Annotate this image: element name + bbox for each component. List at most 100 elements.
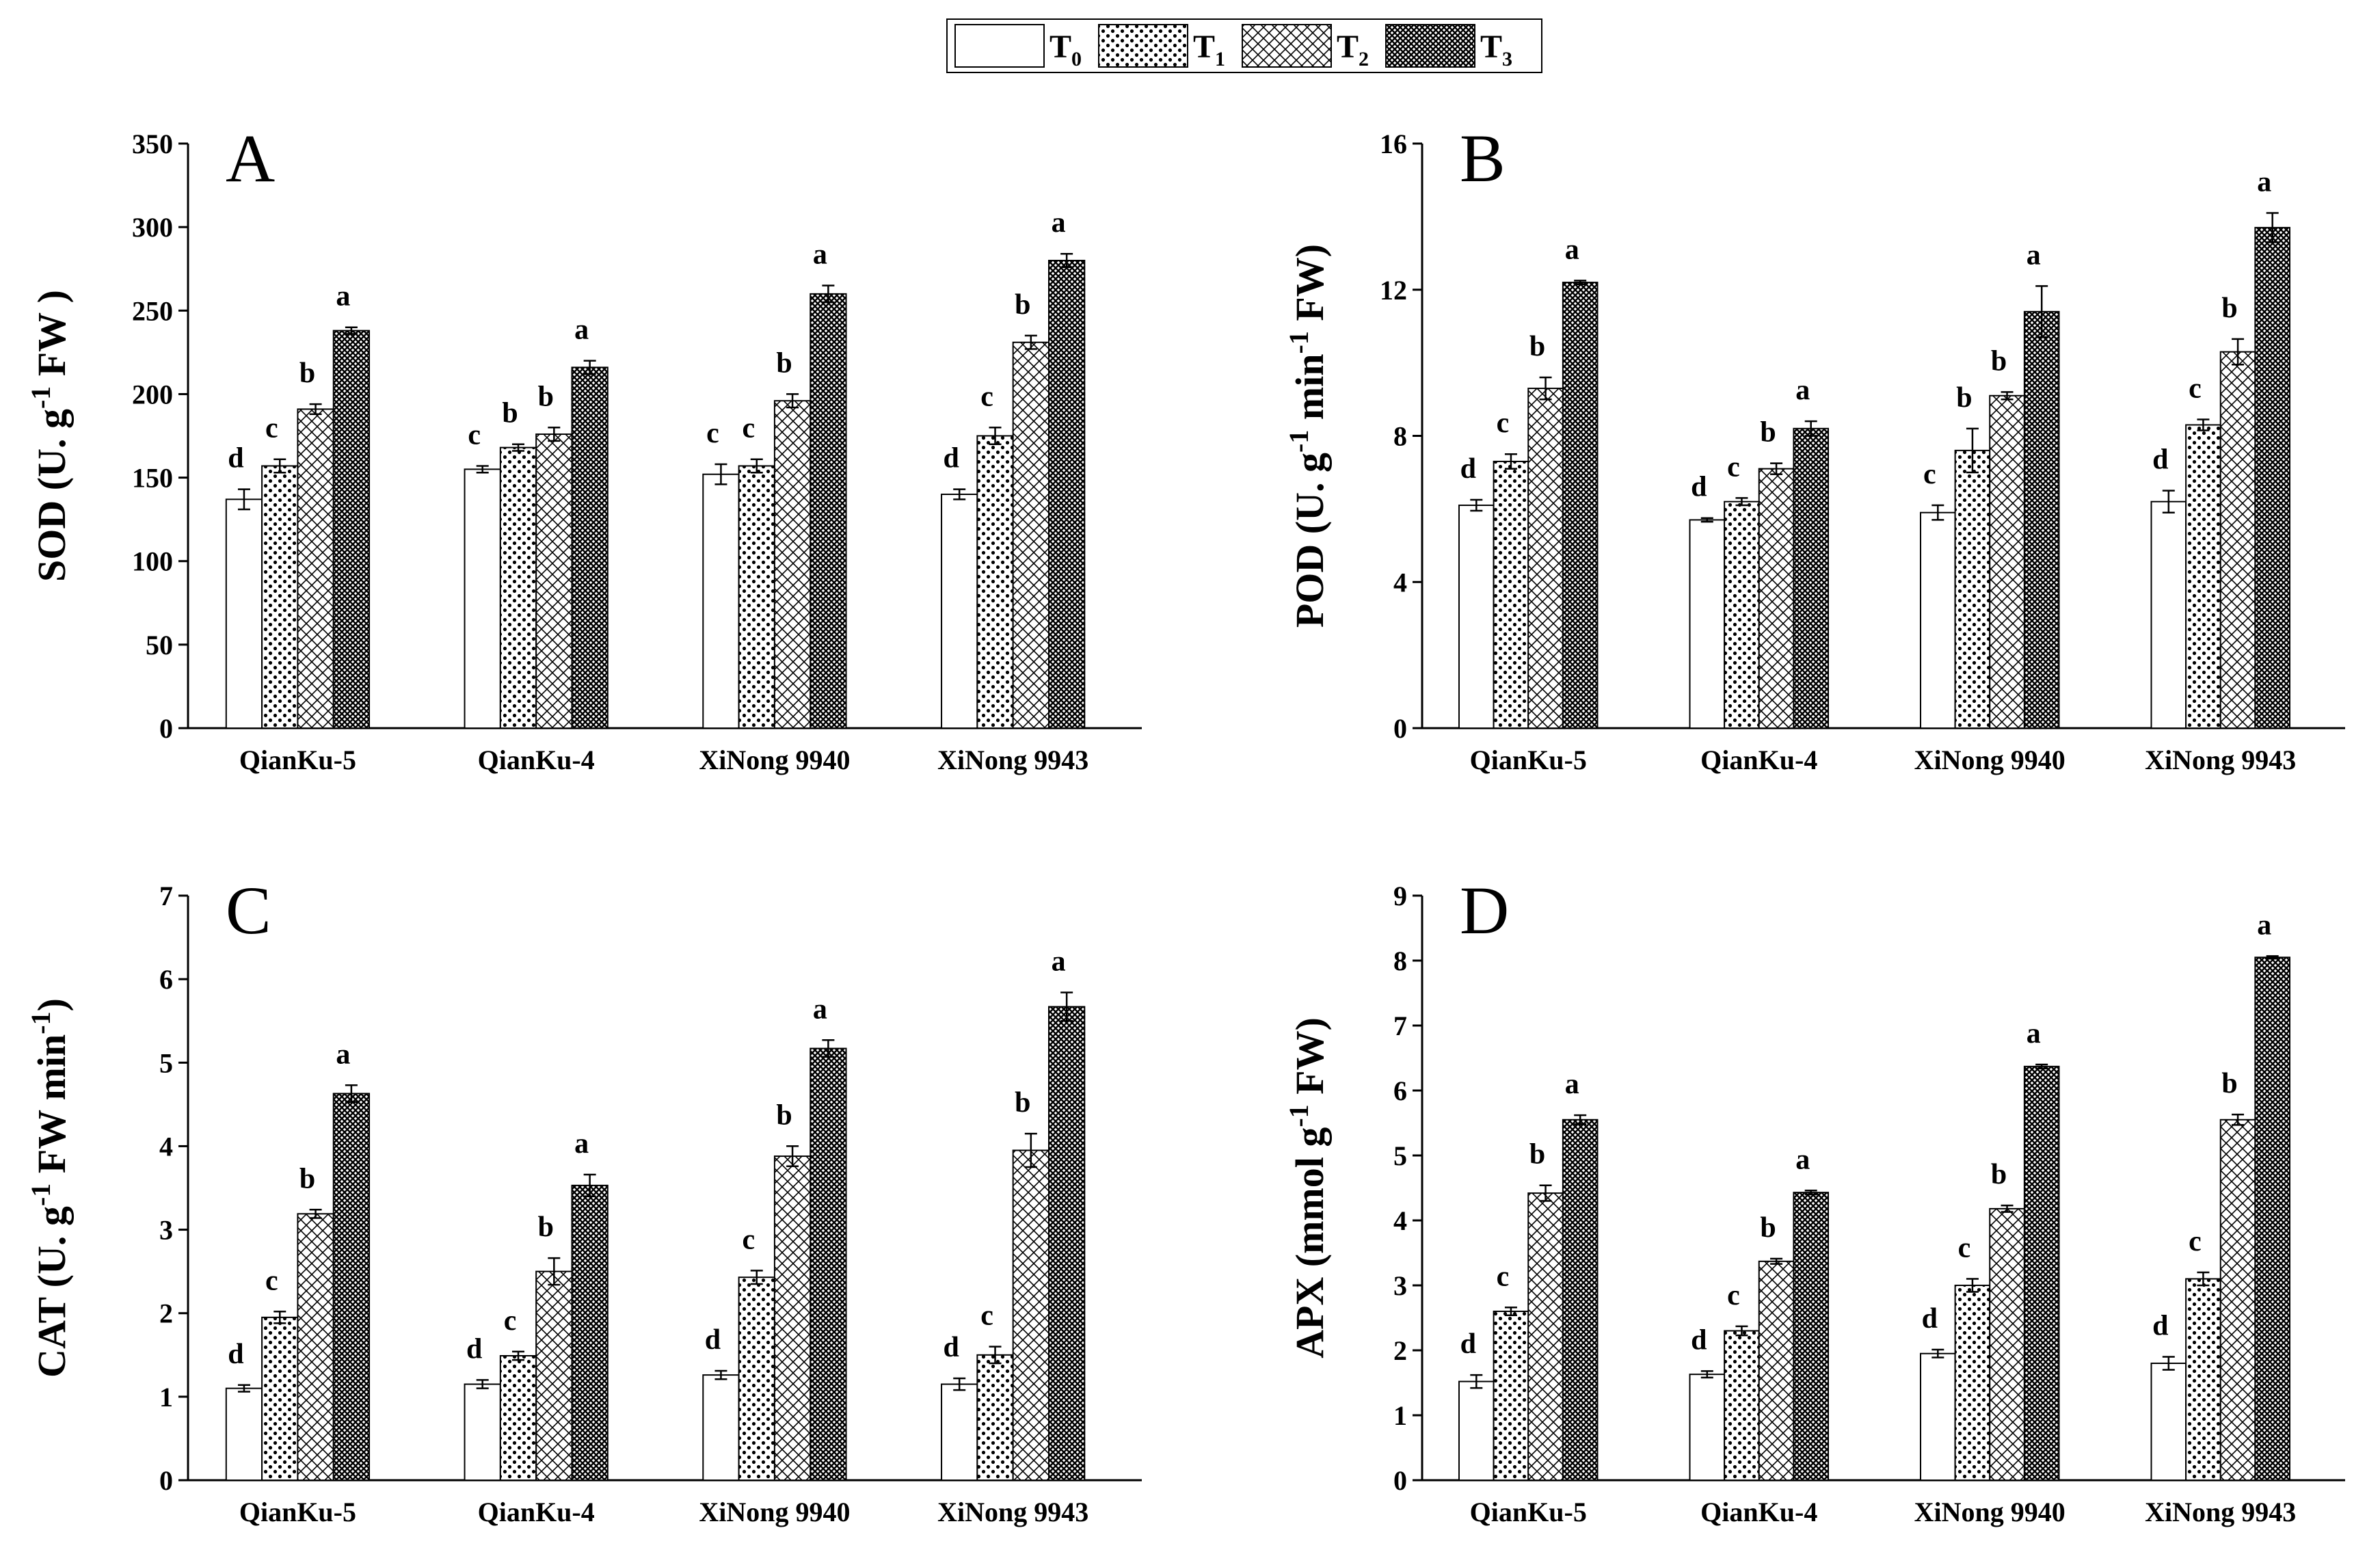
bar-D-0-T2 xyxy=(1527,1192,1564,1481)
sig-letter-C-2-T3: a xyxy=(813,993,827,1025)
bar-B-3-T1 xyxy=(2185,424,2221,729)
bar-C-0-T3 xyxy=(332,1093,371,1481)
y-tick-label-D-9: 9 xyxy=(1393,881,1407,911)
y-tick-label-A-2: 100 xyxy=(132,546,173,577)
sig-letter-D-0-T1: c xyxy=(1497,1261,1510,1292)
y-tick-label-C-3: 3 xyxy=(159,1215,173,1246)
bar-B-1-T2 xyxy=(1758,468,1795,729)
bar-A-3-T0 xyxy=(941,494,978,729)
sig-letter-A-0-T2: b xyxy=(299,358,315,389)
category-label-A-0: QianKu-5 xyxy=(239,745,356,775)
y-tick-label-D-2: 2 xyxy=(1393,1335,1407,1366)
bar-A-0-T0 xyxy=(225,498,263,729)
bar-B-3-T3 xyxy=(2254,226,2290,729)
category-label-A-2: XiNong 9940 xyxy=(699,745,850,775)
y-tick-label-D-7: 7 xyxy=(1393,1011,1407,1041)
sig-letter-A-1-T0: c xyxy=(468,419,481,451)
category-label-D-0: QianKu-5 xyxy=(1470,1497,1587,1527)
sig-letter-C-2-T0: d xyxy=(705,1324,721,1356)
bar-B-3-T0 xyxy=(2150,500,2187,729)
panel-letter-B: B xyxy=(1460,120,1506,196)
sig-letter-D-0-T0: d xyxy=(1460,1328,1476,1360)
bar-C-1-T2 xyxy=(535,1270,573,1481)
bar-A-0-T2 xyxy=(297,408,334,730)
bar-C-1-T3 xyxy=(571,1184,609,1481)
bar-D-2-T1 xyxy=(1954,1285,1991,1481)
bar-B-0-T0 xyxy=(1458,505,1495,729)
bar-A-0-T3 xyxy=(332,330,371,730)
sig-letter-A-1-T3: a xyxy=(574,315,589,346)
bar-D-2-T0 xyxy=(1920,1352,1956,1481)
sig-letter-A-0-T1: c xyxy=(265,413,278,444)
sig-letter-A-2-T1: c xyxy=(742,413,755,444)
legend: T0 T1 T2 T3 xyxy=(946,18,1542,73)
panel-letter-A: A xyxy=(226,120,275,196)
sig-letter-A-3-T1: c xyxy=(980,381,993,412)
bar-B-1-T3 xyxy=(1793,427,1829,729)
y-tick-label-A-1: 50 xyxy=(146,630,173,660)
y-tick-label-D-1: 1 xyxy=(1393,1400,1407,1431)
bar-C-3-T0 xyxy=(941,1383,978,1482)
category-label-B-3: XiNong 9943 xyxy=(2145,745,2296,775)
category-label-B-1: QianKu-4 xyxy=(1700,745,1817,775)
sig-letter-B-2-T3: a xyxy=(2027,239,2041,271)
sig-letter-A-3-T2: b xyxy=(1015,289,1030,321)
bar-C-0-T0 xyxy=(225,1387,263,1481)
y-tick-label-C-1: 1 xyxy=(159,1382,173,1413)
sig-letter-C-1-T1: c xyxy=(504,1305,517,1337)
sig-letter-B-3-T0: d xyxy=(2152,444,2168,476)
bar-C-0-T2 xyxy=(297,1213,334,1481)
bar-A-3-T1 xyxy=(976,435,1014,729)
y-tick-label-C-6: 6 xyxy=(159,964,173,995)
category-label-C-0: QianKu-5 xyxy=(239,1497,356,1527)
bar-D-1-T2 xyxy=(1758,1260,1795,1481)
category-label-A-1: QianKu-4 xyxy=(478,745,595,775)
sig-letter-A-2-T0: c xyxy=(706,418,719,449)
bar-B-2-T2 xyxy=(1989,394,2025,729)
category-label-D-3: XiNong 9943 xyxy=(2145,1497,2296,1527)
y-tick-label-C-0: 0 xyxy=(159,1465,173,1496)
bar-D-3-T0 xyxy=(2150,1363,2187,1481)
y-tick-label-D-0: 0 xyxy=(1393,1465,1407,1496)
sig-letter-C-0-T0: d xyxy=(228,1339,243,1370)
y-tick-label-A-7: 350 xyxy=(132,129,173,159)
bar-D-3-T1 xyxy=(2185,1278,2221,1481)
bar-B-1-T0 xyxy=(1689,519,1726,729)
sig-letter-B-0-T2: b xyxy=(1529,331,1545,362)
bar-D-2-T2 xyxy=(1989,1207,2025,1482)
sig-letter-A-1-T2: b xyxy=(538,381,554,412)
sig-letter-D-0-T3: a xyxy=(1565,1069,1579,1100)
y-tick-label-C-4: 4 xyxy=(159,1131,173,1162)
y-tick-label-D-3: 3 xyxy=(1393,1270,1407,1301)
bar-A-1-T3 xyxy=(571,366,609,729)
sig-letter-A-2-T2: b xyxy=(776,347,792,379)
bar-A-2-T2 xyxy=(773,400,812,729)
y-tick-label-C-7: 7 xyxy=(159,881,173,911)
y-tick-label-A-4: 200 xyxy=(132,379,173,410)
sig-letter-A-0-T0: d xyxy=(228,443,243,474)
bar-B-0-T2 xyxy=(1527,388,1564,729)
category-label-A-3: XiNong 9943 xyxy=(937,745,1088,775)
sig-letter-A-1-T1: b xyxy=(502,398,518,429)
sig-letter-A-3-T0: d xyxy=(944,443,959,474)
sig-letter-C-2-T1: c xyxy=(742,1224,755,1255)
y-tick-label-A-6: 300 xyxy=(132,212,173,243)
y-axis-label-D: APX (mmol g-1 FW) xyxy=(1283,1017,1333,1359)
bar-A-3-T3 xyxy=(1047,260,1086,729)
bar-A-2-T3 xyxy=(810,293,847,730)
y-tick-label-A-5: 250 xyxy=(132,295,173,326)
sig-letter-C-2-T2: b xyxy=(776,1099,792,1131)
bar-C-1-T1 xyxy=(499,1355,537,1482)
sig-letter-D-1-T3: a xyxy=(1795,1144,1810,1175)
legend-swatch-2 xyxy=(1242,24,1332,68)
panel-letter-D: D xyxy=(1460,872,1509,948)
sig-letter-D-2-T3: a xyxy=(2027,1018,2041,1049)
y-tick-label-B-4: 16 xyxy=(1380,129,1407,159)
bar-B-0-T1 xyxy=(1493,460,1529,729)
category-label-B-2: XiNong 9940 xyxy=(1914,745,2065,775)
bar-D-0-T1 xyxy=(1493,1311,1529,1481)
